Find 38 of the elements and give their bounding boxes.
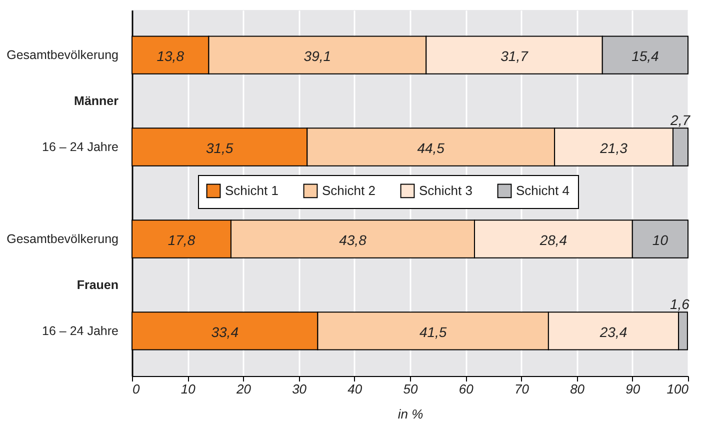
legend-label: Schicht 3: [419, 182, 472, 198]
x-tick-label: 20: [235, 382, 252, 396]
data-label: 44,5: [417, 140, 445, 156]
data-label: 13,8: [156, 48, 184, 64]
data-label: 15,4: [632, 48, 660, 64]
data-label: 2,7: [670, 112, 692, 128]
x-tick-label: 60: [458, 382, 474, 396]
y-tick-label: Gesamtbevölkerung: [6, 48, 119, 62]
data-label: 33,4: [211, 324, 239, 340]
legend-label: Schicht 2: [322, 182, 376, 198]
x-tick-label: 100: [666, 382, 690, 396]
data-label: 21,3: [599, 140, 628, 156]
data-label: 41,5: [419, 324, 447, 340]
x-tick-label: 30: [292, 382, 308, 396]
x-tick-label: 90: [626, 382, 641, 396]
y-tick-label: 16 – 24 Jahre: [42, 140, 119, 154]
x-tick-label: 50: [403, 382, 418, 396]
legend-label: Schicht 1: [225, 182, 278, 198]
data-label: 31,7: [500, 48, 530, 64]
data-label: 17,8: [168, 232, 196, 248]
x-tick-label: 0: [132, 382, 140, 396]
data-label: 31,5: [206, 140, 234, 156]
data-label: 43,8: [339, 232, 367, 248]
x-tick-label: 40: [348, 382, 363, 396]
data-label: 39,1: [304, 48, 332, 64]
x-tick-label: 10: [180, 382, 196, 396]
y-tick-label: Frauen: [76, 278, 118, 292]
legend-label: Schicht 4: [516, 182, 570, 198]
data-label: 10: [652, 232, 668, 248]
y-tick-label: Gesamtbevölkerung: [6, 232, 119, 246]
y-tick-label: 16 – 24 Jahre: [42, 324, 119, 338]
data-label: 28,4: [538, 232, 568, 248]
x-axis-title: in %: [398, 406, 424, 422]
x-tick-label: 70: [514, 382, 530, 396]
data-label: 23,4: [598, 324, 628, 340]
data-label: 1,6: [670, 296, 690, 312]
x-tick-label: 80: [570, 382, 586, 396]
y-tick-label: Männer: [74, 94, 119, 108]
